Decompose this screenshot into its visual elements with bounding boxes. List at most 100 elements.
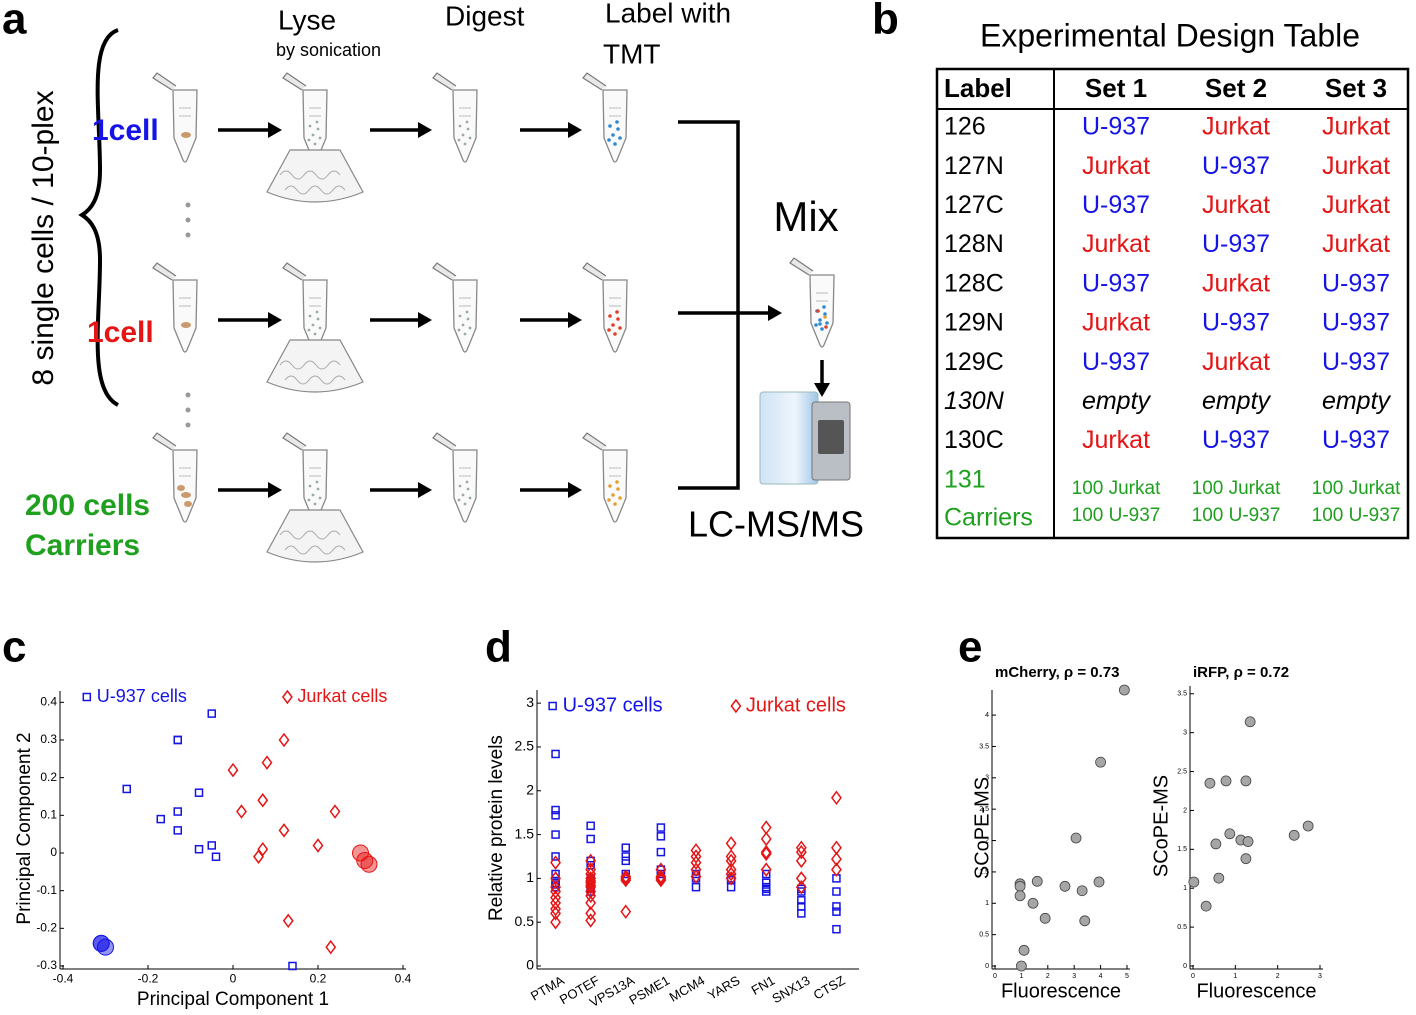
legend-marker	[548, 701, 557, 711]
particle	[468, 136, 472, 140]
y-tick-label: 1	[526, 869, 534, 885]
row-label: 129N	[944, 309, 1004, 337]
table-cell: Jurkat	[1082, 426, 1150, 454]
table-cell: Jurkat	[1322, 113, 1390, 141]
cell	[181, 492, 191, 498]
tube-body	[172, 449, 198, 523]
point	[621, 852, 631, 861]
particle	[463, 502, 467, 506]
point	[282, 913, 294, 929]
point	[797, 887, 806, 896]
x-tick-label: 3	[1318, 973, 1322, 980]
point	[656, 823, 666, 832]
point	[1059, 880, 1071, 892]
row-label: 127N	[944, 152, 1004, 180]
tube	[432, 432, 478, 523]
x-tick-label: YARS	[705, 972, 743, 1002]
point	[725, 849, 737, 864]
table-header: Label	[944, 73, 1012, 103]
point	[1204, 777, 1216, 789]
chart-title: iRFP, ρ = 0.72	[1193, 664, 1289, 681]
point	[312, 838, 324, 853]
particle	[816, 309, 820, 313]
table-cell: empty	[1322, 387, 1392, 415]
table-border	[935, 67, 1410, 540]
table-cell: Jurkat	[1202, 269, 1270, 297]
tube-body	[172, 89, 198, 163]
point	[832, 907, 841, 916]
point	[288, 961, 297, 971]
sonication-wave	[279, 360, 346, 385]
point	[586, 821, 595, 831]
point	[1200, 900, 1212, 912]
point	[690, 862, 702, 877]
x-tick-label: 0	[993, 973, 997, 980]
tube-lid	[152, 72, 177, 91]
table-cell: Jurkat	[1202, 191, 1270, 219]
point	[1018, 944, 1030, 956]
y-tick-label: 0	[1183, 963, 1187, 970]
particle	[458, 124, 462, 128]
x-tick-label: 3	[1072, 973, 1076, 980]
particle	[315, 480, 319, 484]
ellipsis-dot	[185, 232, 191, 238]
table-cell: Jurkat	[1082, 309, 1150, 337]
point	[725, 871, 737, 886]
particle	[465, 310, 469, 314]
point	[585, 873, 597, 889]
tube-lid	[282, 432, 307, 451]
particle	[613, 142, 617, 146]
table-cell: Jurkat	[1202, 113, 1270, 141]
panel-letter: b	[872, 0, 899, 44]
point	[797, 896, 806, 905]
x-tick-label: MCM4	[667, 973, 708, 1005]
point	[227, 762, 239, 778]
particle	[608, 314, 612, 318]
particle	[316, 317, 320, 321]
particle	[311, 133, 315, 137]
point	[795, 853, 807, 869]
point	[655, 862, 667, 877]
table-header: Set 3	[1325, 73, 1387, 103]
tube	[266, 262, 364, 393]
point	[1240, 775, 1252, 787]
tube	[582, 432, 628, 523]
table-cell: U-937	[1082, 348, 1150, 376]
point	[207, 841, 216, 850]
particle	[613, 502, 617, 506]
y-tick-label: 0.5	[979, 931, 989, 938]
tube	[266, 72, 364, 203]
cell	[181, 322, 191, 328]
particle	[608, 484, 612, 488]
tube-lid	[432, 262, 457, 281]
tube-body	[602, 449, 628, 523]
x-tick-label: -0.2	[138, 971, 159, 985]
point	[760, 844, 772, 860]
point	[832, 902, 841, 911]
particle	[608, 124, 612, 128]
arrow-head	[568, 312, 582, 328]
y-tick-label: -0.3	[36, 958, 57, 972]
tube-body	[452, 279, 478, 353]
point	[173, 735, 182, 745]
step-title: TMT	[603, 38, 661, 69]
particle	[318, 326, 322, 330]
x-tick-label: SNX13	[769, 973, 812, 1007]
particle	[607, 328, 611, 332]
legend-label: Jurkat cells	[297, 686, 387, 706]
point	[550, 906, 561, 921]
particle	[458, 484, 462, 488]
particle	[308, 124, 312, 128]
point	[620, 871, 632, 886]
particle	[465, 120, 469, 124]
table-cell: U-937	[1202, 230, 1270, 258]
x-tick-label: 0.4	[395, 971, 412, 985]
mix-label: Mix	[773, 193, 838, 240]
x-tick-label: 0	[1191, 973, 1195, 980]
point	[620, 869, 632, 884]
y-tick-label: 2.5	[515, 738, 535, 754]
brace-label: 8 single cells / 10-plex	[27, 90, 60, 385]
particle	[818, 318, 822, 322]
point	[1240, 853, 1252, 865]
x-tick-label: -0.4	[53, 971, 74, 985]
